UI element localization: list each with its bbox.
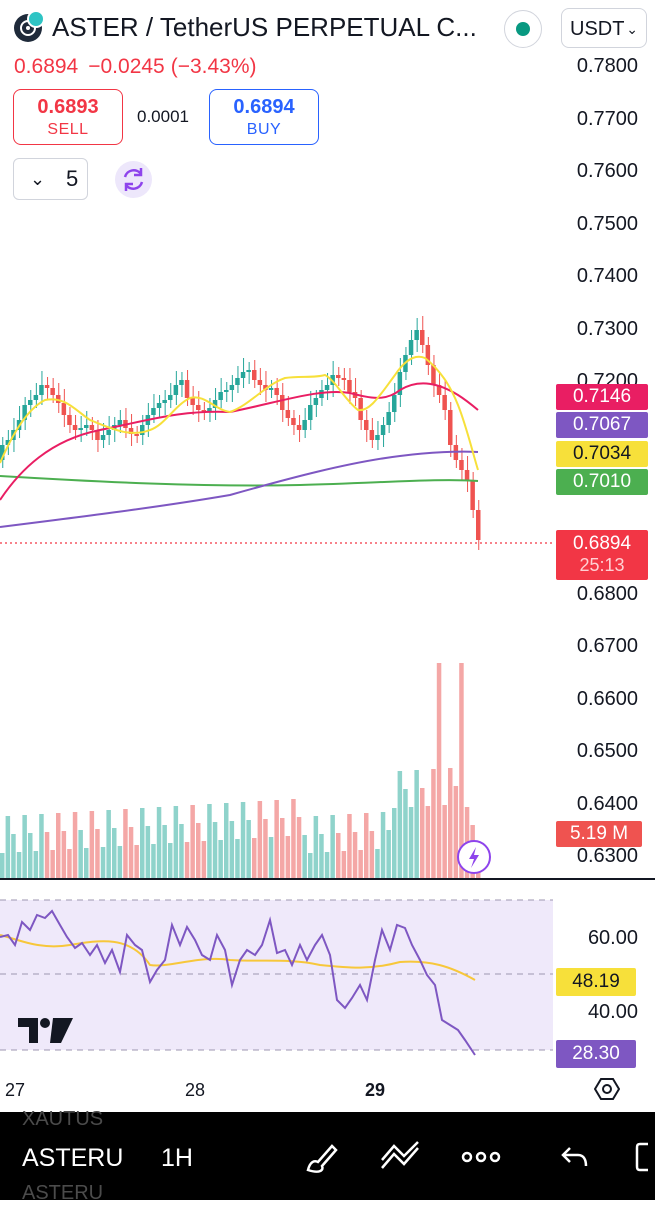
ma-label-green: 0.7010 [556,469,648,495]
refresh-icon [123,168,144,191]
candlesticks [0,316,481,550]
current-price-label: 0.6894 25:13 [556,530,648,580]
buy-label: BUY [246,121,282,138]
ma-yellow-line [0,355,479,471]
currency-label: USDT [570,18,625,40]
rsi-line [0,909,476,1056]
price-tick: 0.7600 [576,160,638,182]
undo-icon[interactable] [560,1142,590,1172]
ma-purple-line [0,450,479,528]
sell-label: SELL [47,121,89,138]
price-tick: 0.6500 [576,740,638,762]
symbol-logo [14,10,45,42]
ma-green-line [0,475,479,487]
rsi-tick-40: 40.00 [587,1001,638,1023]
quantity-selector[interactable]: ⌄ 5 [13,158,88,200]
lightning-button[interactable] [457,840,491,874]
lightning-icon [469,847,479,868]
rsi-ma-line [0,934,476,981]
price-tick: 0.6300 [576,845,638,867]
rsi-tick-60: 60.00 [587,927,638,949]
rsi-ma-value: 48.19 [556,968,636,996]
brush-icon[interactable] [300,1138,340,1178]
trend-lines-icon[interactable] [378,1138,422,1178]
time-tick-27: 27 [5,1080,26,1100]
price-tick: 0.6700 [576,635,638,657]
ma-label-purple: 0.7067 [556,412,648,438]
price-tick: 0.7700 [576,108,638,130]
price-change-pct: (−3.43%) [170,55,257,78]
price-tick: 0.6800 [576,583,638,605]
chevron-down-icon: ⌄ [626,21,638,37]
quantity-value: 5 [66,166,79,191]
ghost-symbol-bottom: ASTERU [22,1182,104,1204]
ghost-symbol-top: XAUTUS [22,1108,104,1130]
ma-label-pink: 0.7146 [556,384,648,410]
interval-button[interactable]: 1H [161,1144,193,1172]
chevron-down-icon: ⌄ [30,169,46,189]
replay-icon[interactable] [634,1140,655,1174]
symbol-title[interactable]: ASTER / TetherUS PERPETUAL C... [52,12,477,42]
price-tick: 0.7400 [576,265,638,287]
sell-button[interactable]: 0.6893 SELL [13,89,123,145]
price-tick: 0.7800 [576,55,638,77]
buy-price: 0.6894 [233,96,295,118]
market-status-button[interactable] [504,10,542,48]
currency-selector[interactable]: USDT ⌄ [561,8,647,48]
bottom-toolbar: XAUTUS ASTERU ASTERU 1H [0,1108,655,1204]
price-tick: 0.6600 [576,688,638,710]
price-tick: 0.7500 [576,213,638,235]
ma-pink-line [0,382,479,501]
buy-button[interactable]: 0.6894 BUY [209,89,319,145]
refresh-button[interactable] [115,161,152,198]
sell-price: 0.6893 [37,96,99,118]
price-tick: 0.6400 [576,793,638,815]
countdown-timer: 25:13 [579,555,625,575]
settings-icon[interactable] [594,1076,620,1102]
tradingview-logo [18,1018,73,1043]
time-tick-28: 28 [185,1080,206,1100]
symbol-button[interactable]: ASTERU [22,1144,124,1172]
ma-label-yellow: 0.7034 [556,441,648,467]
volume-label: 5.19 M [556,821,642,847]
price-change: −0.0245 [88,55,165,78]
last-price: 0.6894 [14,55,79,78]
rsi-value: 28.30 [556,1040,636,1068]
price-tick: 0.7300 [576,318,638,340]
spread-value: 0.0001 [137,107,189,126]
time-tick-29: 29 [365,1080,386,1100]
more-icon[interactable] [460,1144,502,1170]
market-status-icon [516,22,530,36]
current-price-value: 0.6894 [572,533,632,554]
volume-bars [0,663,481,878]
price-chart[interactable] [0,0,655,1112]
quote-line: 0.6894 −0.0245 (−3.43%) [14,55,267,79]
